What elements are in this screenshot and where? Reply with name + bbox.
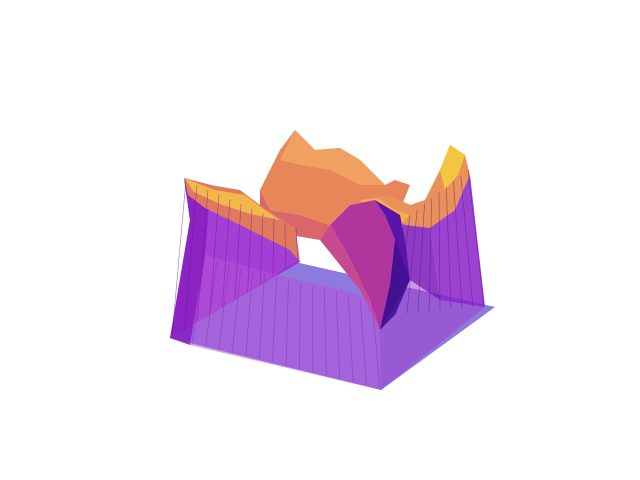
facet-line — [438, 192, 441, 311]
facet-line — [191, 257, 206, 345]
right-curtain-lines — [395, 169, 485, 315]
facet-line — [245, 270, 254, 357]
facet-line — [234, 203, 242, 300]
facet-line — [453, 181, 463, 309]
facet-line — [247, 208, 253, 292]
facet-line — [460, 175, 474, 308]
facet-line — [417, 203, 425, 313]
facet-line — [335, 292, 341, 379]
facet-line — [222, 199, 231, 307]
facet-line — [371, 301, 381, 389]
facet-line — [428, 198, 433, 312]
facet-line — [299, 283, 301, 370]
facet-line — [218, 264, 230, 351]
facet-line — [205, 261, 218, 348]
facet-line — [295, 227, 299, 263]
facet-line — [406, 209, 418, 314]
facet-line — [272, 218, 275, 277]
front-curtain — [190, 255, 485, 390]
facet-line — [231, 267, 242, 354]
facet-line — [171, 179, 187, 337]
facet-line — [184, 184, 198, 329]
front-curtain-lines — [191, 257, 381, 389]
facet-line — [259, 213, 264, 285]
central-valley — [320, 200, 410, 330]
facet-line — [272, 276, 277, 363]
facet-line — [209, 194, 220, 314]
facet-line — [323, 289, 327, 376]
facet-line — [467, 169, 485, 307]
facet-line — [285, 279, 289, 367]
facet-line — [395, 214, 411, 315]
facet-line — [347, 295, 354, 382]
surface-peaks — [184, 130, 410, 262]
facet-line — [359, 298, 367, 385]
facet-line — [312, 286, 314, 373]
facet-line — [258, 273, 265, 360]
facet-line — [445, 186, 452, 310]
